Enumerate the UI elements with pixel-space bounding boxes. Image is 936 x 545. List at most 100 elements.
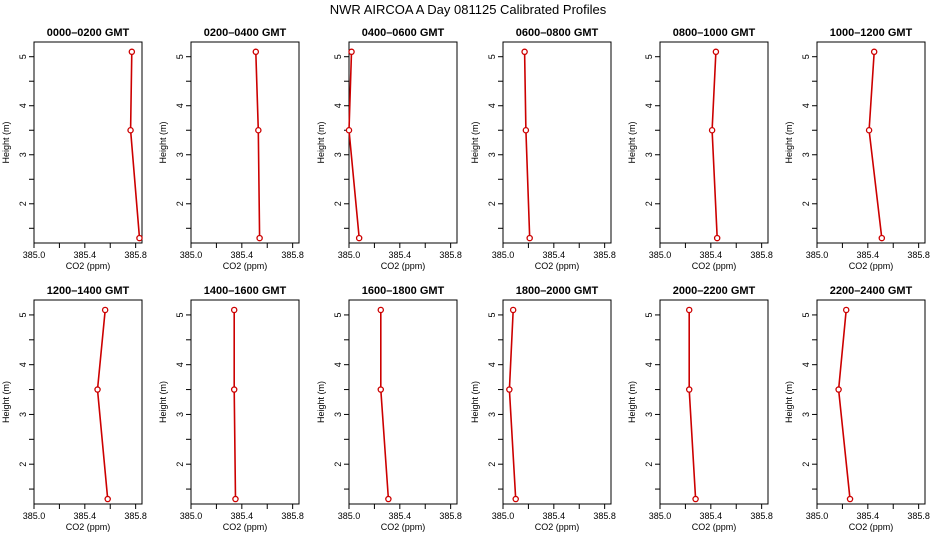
panel-title: 1800–2000 GMT [516, 285, 599, 297]
plot-frame [190, 41, 300, 244]
y-axis-label: Height (m) [158, 121, 168, 163]
plot-frame [33, 299, 143, 505]
figure-title: NWR AIRCOA A Day 081125 Calibrated Profi… [329, 2, 607, 17]
profile-panel: 0400–0600 GMT 385.0 385.4 385.8 2 3 4 5 CO2 (ppm… [316, 27, 462, 271]
y-tick-label: 5 [333, 312, 343, 317]
y-tick-label: 4 [487, 103, 497, 108]
x-axis-label: CO2 (ppm) [535, 261, 580, 271]
x-tick-label: 385.8 [281, 511, 304, 521]
y-axis-label: Height (m) [1, 121, 11, 163]
data-point [835, 386, 842, 393]
x-axis-label: CO2 (ppm) [849, 522, 894, 532]
y-tick-label: 3 [801, 152, 811, 157]
profile-line [129, 51, 141, 239]
y-tick-label: 3 [487, 412, 497, 417]
plot-frame [348, 299, 458, 505]
y-tick-label: 2 [487, 462, 497, 467]
y-tick-label: 2 [644, 462, 654, 467]
x-tick-label: 385.8 [750, 250, 773, 260]
y-tick-label: 3 [487, 152, 497, 157]
plot-frame [33, 41, 143, 244]
y-tick-label: 4 [18, 362, 28, 367]
y-tick-label: 2 [175, 201, 185, 206]
data-point [522, 126, 530, 134]
data-point [348, 48, 355, 56]
y-tick-label: 3 [333, 152, 343, 157]
x-axis-label: CO2 (ppm) [849, 261, 894, 271]
x-tick-label: 385.0 [180, 250, 203, 260]
x-tick-label: 385.8 [124, 511, 147, 521]
x-tick-label: 385.0 [806, 250, 829, 260]
data-point [127, 126, 134, 134]
data-point [94, 386, 101, 393]
x-axis-label: CO2 (ppm) [381, 522, 426, 532]
y-tick-label: 4 [644, 362, 654, 367]
panel-title: 1600–1800 GMT [362, 285, 445, 297]
x-tick-label: 385.4 [231, 250, 254, 260]
data-point [230, 306, 238, 314]
profile-panel: 1400–1600 GMT 385.0 385.4 385.8 2 3 4 5 CO2 (ppm… [158, 285, 304, 532]
y-tick-label: 4 [333, 362, 343, 367]
panel-title: 0600–0800 GMT [516, 27, 599, 39]
profile-line [96, 309, 109, 500]
x-tick-label: 385.4 [543, 511, 566, 521]
y-tick-label: 4 [175, 103, 185, 108]
x-tick-label: 385.8 [439, 250, 462, 260]
profile-panel: 2200–2400 GMT 385.0 385.4 385.8 2 3 4 5 CO2 (ppm… [784, 285, 930, 532]
x-axis-label: CO2 (ppm) [66, 261, 111, 271]
y-tick-label: 4 [333, 103, 343, 108]
y-tick-label: 4 [801, 362, 811, 367]
y-tick-label: 5 [18, 312, 28, 317]
x-axis-label: CO2 (ppm) [66, 522, 111, 532]
data-point [521, 48, 528, 56]
profile-line [837, 309, 851, 500]
x-tick-label: 385.4 [543, 250, 566, 260]
profile-panel: 0600–0800 GMT 385.0 385.4 385.8 2 3 4 5 CO2 (ppm… [470, 27, 616, 271]
panel-title: 1000–1200 GMT [830, 27, 913, 39]
profile-panel: 1200–1400 GMT 385.0 385.4 385.8 2 3 4 5 CO2 (ppm… [1, 285, 147, 532]
x-tick-label: 385.0 [338, 250, 361, 260]
data-point [252, 48, 260, 56]
data-point [136, 234, 143, 242]
data-point [232, 495, 239, 503]
profile-panel: 0800–1000 GMT 385.0 385.4 385.8 2 3 4 5 CO2 (ppm… [627, 27, 773, 271]
data-point [512, 495, 519, 503]
profile-line [255, 51, 261, 239]
x-axis-label: CO2 (ppm) [223, 522, 268, 532]
y-tick-label: 3 [644, 152, 654, 157]
y-tick-label: 3 [18, 152, 28, 157]
panel-title: 2200–2400 GMT [830, 285, 913, 297]
plot-frame [816, 41, 926, 244]
data-point [255, 126, 262, 134]
y-tick-label: 2 [801, 201, 811, 206]
profile-panel: 2000–2200 GMT 385.0 385.4 385.8 2 3 4 5 CO2 (ppm… [627, 285, 773, 532]
y-tick-label: 4 [644, 103, 654, 108]
x-tick-label: 385.8 [439, 511, 462, 521]
y-tick-label: 3 [175, 412, 185, 417]
x-tick-label: 385.4 [857, 511, 880, 521]
plot-frame [190, 299, 300, 505]
y-axis-label: Height (m) [1, 381, 11, 423]
y-tick-label: 3 [175, 152, 185, 157]
x-tick-label: 385.8 [907, 250, 930, 260]
profile-panel: 1600–1800 GMT 385.0 385.4 385.8 2 3 4 5 CO2 (ppm… [316, 285, 462, 532]
x-tick-label: 385.0 [649, 511, 672, 521]
x-tick-label: 385.4 [389, 511, 412, 521]
x-axis-label: CO2 (ppm) [381, 261, 426, 271]
y-axis-label: Height (m) [470, 121, 480, 163]
y-tick-label: 2 [18, 462, 28, 467]
data-point [104, 495, 111, 503]
profile-line [523, 51, 531, 239]
panel-title: 0000–0200 GMT [47, 27, 130, 39]
x-axis-label: CO2 (ppm) [535, 522, 580, 532]
panel-title: 0800–1000 GMT [673, 27, 756, 39]
x-axis-label: CO2 (ppm) [692, 261, 737, 271]
data-point [865, 126, 873, 134]
plot-frame [659, 299, 769, 505]
y-tick-label: 2 [175, 462, 185, 467]
y-tick-label: 5 [644, 54, 654, 59]
x-tick-label: 385.4 [389, 250, 412, 260]
x-tick-label: 385.8 [124, 250, 147, 260]
